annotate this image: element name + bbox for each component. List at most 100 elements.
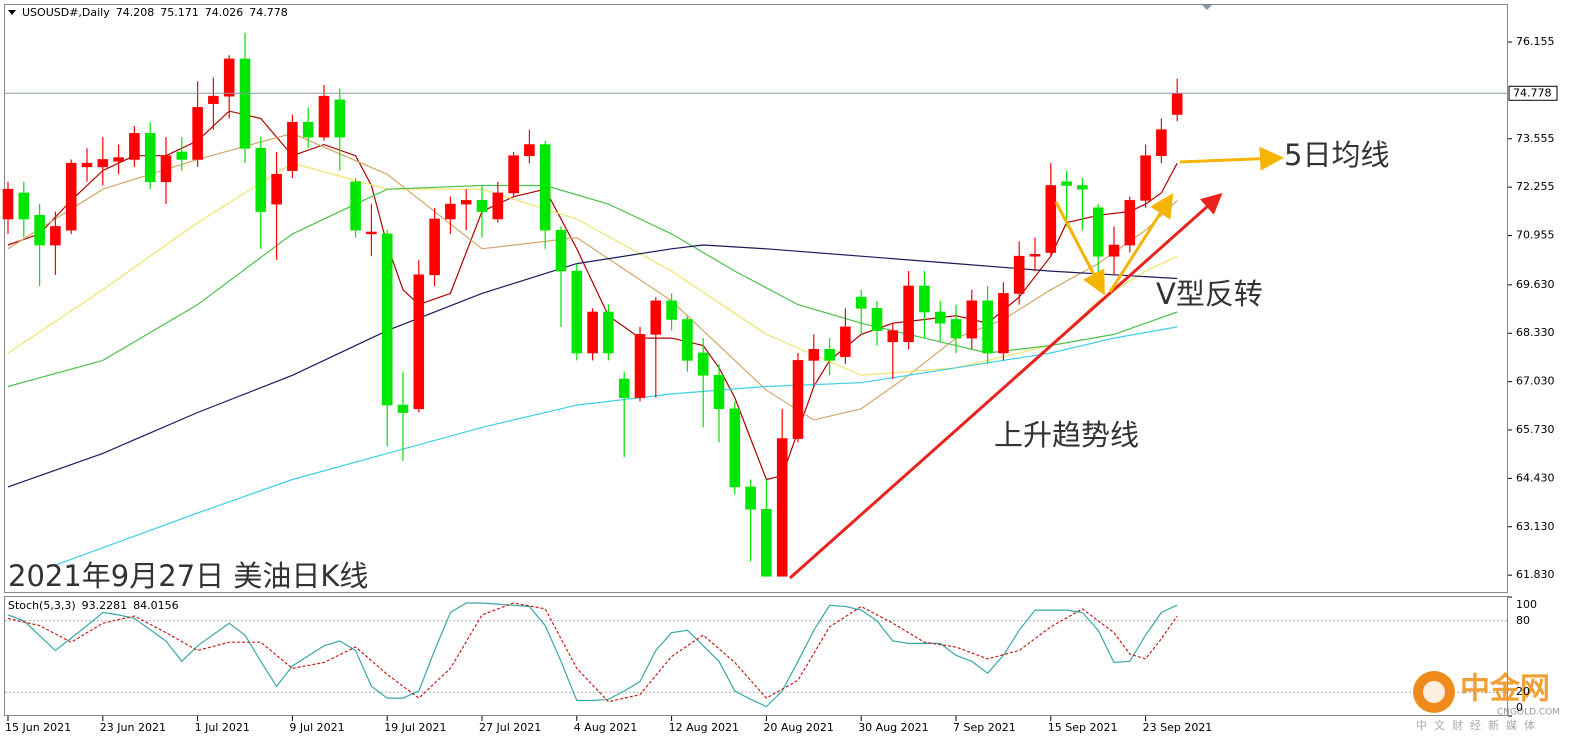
candle-body xyxy=(1029,254,1041,257)
y-tick-label: 69.630 xyxy=(1516,278,1555,291)
line-series xyxy=(7,132,1178,421)
y-tick-label: 63.130 xyxy=(1516,520,1555,533)
y-tick-label: 0 xyxy=(1516,701,1523,714)
candle-body xyxy=(239,58,251,149)
candle-body xyxy=(508,155,519,194)
stoch-header: Stoch(5,3,3) 93.2281 84.0156 xyxy=(8,599,179,612)
candle-body xyxy=(65,162,77,231)
y-tick-label: 65.730 xyxy=(1516,423,1555,436)
candle-body xyxy=(2,188,14,220)
y-tick-label: 67.030 xyxy=(1516,375,1555,388)
y-tick-label: 64.430 xyxy=(1516,471,1555,484)
candle-body xyxy=(934,311,946,324)
candle-body xyxy=(113,157,124,162)
candle-body xyxy=(950,319,962,339)
x-tick-label: 9 Jul 2021 xyxy=(289,721,344,734)
trend-line xyxy=(789,193,1223,580)
candle-body xyxy=(776,438,788,577)
candle-body xyxy=(144,133,156,183)
candle-body xyxy=(539,144,551,231)
y-tick-label: 72.255 xyxy=(1516,180,1555,193)
candle-body xyxy=(129,133,140,160)
y-tick-label: 100 xyxy=(1516,598,1537,611)
candle-body xyxy=(713,374,725,410)
candle-body xyxy=(887,330,899,343)
candle-body xyxy=(634,334,646,398)
candle-body xyxy=(18,192,30,220)
candle-body xyxy=(97,159,109,168)
stoch-panel xyxy=(4,596,1508,716)
candle-body xyxy=(271,174,282,205)
candle-body xyxy=(1171,92,1183,115)
candle-body xyxy=(840,326,851,357)
watermark-domain: CNGOLD.COM xyxy=(1497,708,1560,718)
candle-body xyxy=(1108,244,1120,257)
candle-body xyxy=(650,300,662,335)
candle-body xyxy=(587,311,598,354)
candle-body xyxy=(476,200,488,212)
candle-body xyxy=(618,378,630,398)
ohlc-value: 74.208 xyxy=(116,6,155,19)
candle-body xyxy=(603,311,614,354)
candle-body xyxy=(524,144,535,157)
candle-body xyxy=(429,218,440,276)
candle-body xyxy=(792,360,804,439)
logo-inner xyxy=(1423,681,1445,703)
candle-body xyxy=(81,162,93,168)
candle-body xyxy=(1013,255,1025,294)
x-tick-label: 1 Jul 2021 xyxy=(195,721,250,734)
line-series xyxy=(7,602,1178,703)
candle-body xyxy=(571,270,583,354)
ohlc-value: 75.171 xyxy=(160,6,199,19)
candle-body xyxy=(1140,155,1151,201)
ohlc-value: 74.778 xyxy=(249,6,288,19)
candle-body xyxy=(1092,207,1104,257)
watermark-tagline: 中文财经新媒体 xyxy=(1416,718,1542,732)
symbol: USOUSD#,Daily xyxy=(22,6,110,19)
candle-body xyxy=(413,274,425,410)
candle-body xyxy=(808,348,820,361)
candle-body xyxy=(871,308,883,331)
candle-body xyxy=(255,147,267,212)
x-tick-label: 27 Jul 2021 xyxy=(479,721,541,734)
y-tick-label: 70.955 xyxy=(1516,229,1555,242)
x-tick-label: 19 Jul 2021 xyxy=(384,721,446,734)
stoch-label: Stoch(5,3,3) xyxy=(8,599,76,612)
x-tick-label: 15 Sep 2021 xyxy=(1048,721,1118,734)
candle-body xyxy=(1077,185,1088,190)
price-tag xyxy=(1508,85,1558,101)
candle-body xyxy=(1045,185,1057,253)
candle-body xyxy=(919,285,930,313)
candle-body xyxy=(697,352,709,376)
v-arrow-up xyxy=(1108,192,1174,293)
candle-body xyxy=(824,348,835,361)
candle-body xyxy=(745,486,756,510)
candle-body xyxy=(998,293,1009,354)
annotation: 上升趋势线 xyxy=(994,418,1139,452)
y-tick-label: 76.155 xyxy=(1516,35,1555,48)
x-tick-label: 4 Aug 2021 xyxy=(574,721,637,734)
x-tick-label: 15 Jun 2021 xyxy=(5,721,71,734)
candle-body xyxy=(729,408,741,488)
stoch-value: 93.2281 xyxy=(82,599,128,612)
candle-body xyxy=(1061,181,1072,186)
y-tick-label: 73.555 xyxy=(1516,132,1555,145)
main-panel xyxy=(4,4,1508,593)
candle-body xyxy=(555,229,567,272)
price-tag-label: 74.778 xyxy=(1513,86,1552,99)
chart-title: 2021年9月27日 美油日K线 xyxy=(8,559,368,593)
annotation: V型反转 xyxy=(1156,277,1263,311)
candle-body xyxy=(903,285,914,343)
candle-body xyxy=(855,296,867,309)
candle-body xyxy=(966,300,978,339)
scroll-marker xyxy=(1202,5,1212,10)
x-tick-label: 23 Jun 2021 xyxy=(100,721,166,734)
line-series xyxy=(55,326,1178,566)
y-tick-label: 20 xyxy=(1516,685,1530,698)
symbol-header: USOUSD#,Daily 74.208 75.171 74.026 74.778 xyxy=(22,6,288,19)
candle-body xyxy=(302,121,314,138)
v-arrow-down xyxy=(1054,201,1105,296)
y-tick-label: 61.830 xyxy=(1516,568,1555,581)
